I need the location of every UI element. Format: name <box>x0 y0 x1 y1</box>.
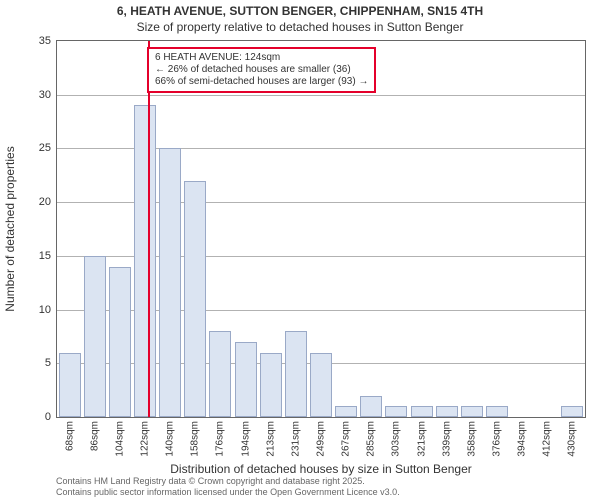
chart-title-line1: 6, HEATH AVENUE, SUTTON BENGER, CHIPPENH… <box>0 4 600 18</box>
histogram-bar <box>335 406 357 417</box>
x-tick-label: 86sqm <box>89 421 100 451</box>
x-axis-label: Distribution of detached houses by size … <box>56 462 586 476</box>
x-tick-label: 194sqm <box>240 421 251 457</box>
reference-line <box>148 41 150 417</box>
y-tick-label: 15 <box>39 250 51 262</box>
x-tick-label: 158sqm <box>190 421 201 457</box>
annotation-line3: 66% of semi-detached houses are larger (… <box>155 76 368 88</box>
histogram-bar <box>209 331 231 417</box>
y-axis-label: Number of detached properties <box>3 146 17 311</box>
histogram-bar <box>310 353 332 417</box>
x-tick-label: 412sqm <box>542 421 553 457</box>
histogram-bar <box>260 353 282 417</box>
y-tick-label: 20 <box>39 196 51 208</box>
x-tick-label: 213sqm <box>265 421 276 457</box>
x-tick-label: 267sqm <box>341 421 352 457</box>
histogram-bar <box>184 181 206 417</box>
histogram-bar <box>235 342 257 417</box>
x-tick-label: 339sqm <box>441 421 452 457</box>
x-tick-label: 231sqm <box>290 421 301 457</box>
annotation-line1: 6 HEATH AVENUE: 124sqm <box>155 52 368 64</box>
y-tick-label: 30 <box>39 89 51 101</box>
histogram-bar <box>436 406 458 417</box>
histogram-bar <box>84 256 106 417</box>
histogram-bar <box>486 406 508 417</box>
x-tick-label: 249sqm <box>316 421 327 457</box>
y-tick-label: 5 <box>45 357 51 369</box>
x-tick-label: 140sqm <box>165 421 176 457</box>
chart-container: 6, HEATH AVENUE, SUTTON BENGER, CHIPPENH… <box>0 0 600 500</box>
x-tick-label: 394sqm <box>517 421 528 457</box>
footer-line1: Contains HM Land Registry data © Crown c… <box>56 476 400 487</box>
histogram-bar <box>385 406 407 417</box>
histogram-bar <box>134 105 156 417</box>
footer-line2: Contains public sector information licen… <box>56 487 400 498</box>
x-tick-label: 104sqm <box>114 421 125 457</box>
x-tick-label: 68sqm <box>64 421 75 451</box>
histogram-bar <box>461 406 483 417</box>
y-tick-label: 10 <box>39 304 51 316</box>
chart-title-line2: Size of property relative to detached ho… <box>0 20 600 34</box>
annotation-line2: ← 26% of detached houses are smaller (36… <box>155 64 368 76</box>
x-tick-label: 321sqm <box>416 421 427 457</box>
histogram-bar <box>360 396 382 417</box>
histogram-bar <box>411 406 433 417</box>
x-tick-label: 285sqm <box>366 421 377 457</box>
histogram-bar <box>109 267 131 417</box>
x-tick-label: 303sqm <box>391 421 402 457</box>
x-tick-label: 122sqm <box>140 421 151 457</box>
x-tick-label: 358sqm <box>466 421 477 457</box>
y-tick-label: 35 <box>39 35 51 47</box>
histogram-bar <box>285 331 307 417</box>
footer-attribution: Contains HM Land Registry data © Crown c… <box>56 476 400 498</box>
histogram-bar <box>59 353 81 417</box>
annotation-box: 6 HEATH AVENUE: 124sqm ← 26% of detached… <box>147 47 376 93</box>
gridline <box>57 95 585 96</box>
y-tick-label: 25 <box>39 142 51 154</box>
histogram-bar <box>561 406 583 417</box>
x-tick-label: 176sqm <box>215 421 226 457</box>
histogram-bar <box>159 148 181 417</box>
x-tick-label: 376sqm <box>492 421 503 457</box>
y-tick-label: 0 <box>45 411 51 423</box>
x-tick-label: 430sqm <box>567 421 578 457</box>
plot-area: 6 HEATH AVENUE: 124sqm ← 26% of detached… <box>56 40 586 418</box>
